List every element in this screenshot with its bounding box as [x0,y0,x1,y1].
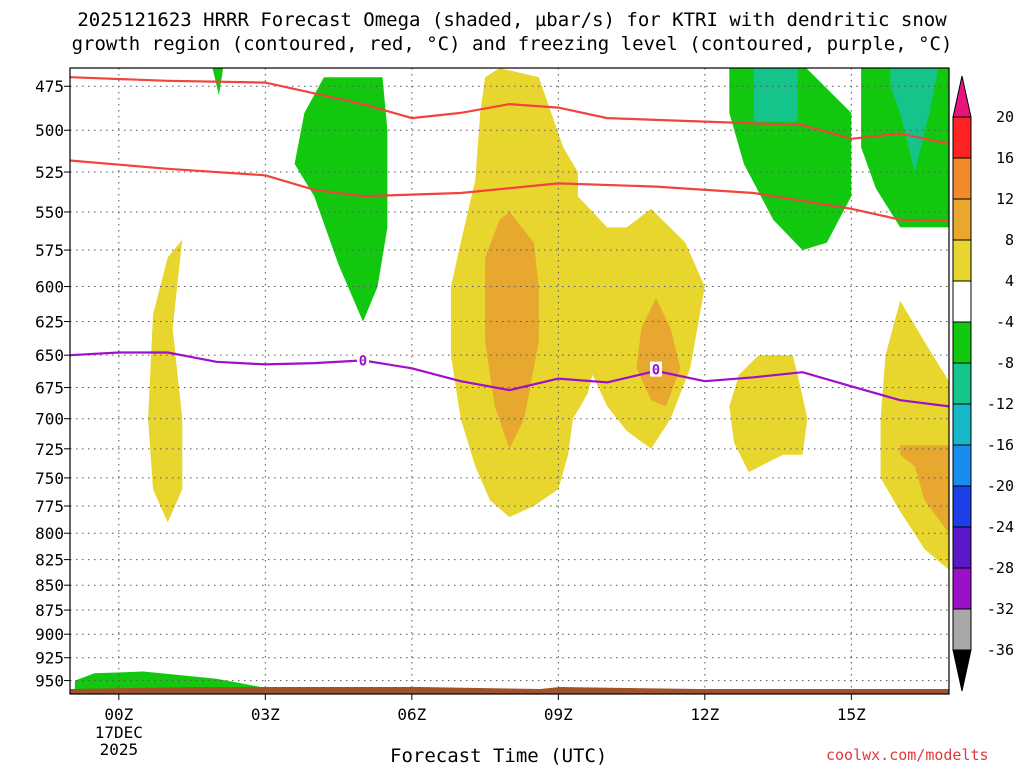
x-tick-label-12: 12Z [690,705,719,724]
colorbar-label-10: -24 [987,518,1014,536]
omega-shading [74,68,949,692]
y-tick-label-850: 850 [35,576,64,595]
colorbar-bin-3 [952,239,972,282]
colorbar-bin-5 [952,321,972,364]
y-tick-label-625: 625 [35,313,64,332]
colorbar-label-4: 4 [1005,272,1014,290]
x-date-label-1: 2025 [100,740,139,759]
colorbar-label-12: -32 [987,600,1014,618]
colorbar-label-13: -36 [987,641,1014,659]
y-tick-label-950: 950 [35,672,64,691]
credit-link[interactable]: coolwx.com/modelts [826,746,989,764]
x-axis-label: Forecast Time (UTC) [390,745,608,767]
dgz-top-contour [70,76,949,145]
y-tick-label-575: 575 [35,241,64,260]
x-tick-label-0: 00Z [104,705,133,724]
colorbar-label-2: 12 [996,190,1014,208]
colorbar-label-3: 8 [1005,231,1014,249]
colorbar-label-5: -4 [996,313,1014,331]
colorbar-bin-0 [952,116,972,159]
grid-lines [70,68,949,694]
colorbar-bin-10 [952,526,972,569]
y-tick-label-700: 700 [35,410,64,429]
y-tick-label-650: 650 [35,346,64,365]
y-tick-label-925: 925 [35,649,64,668]
omega-region-4 [485,211,539,449]
colorbar-bin-7 [952,403,972,446]
y-tick-label-475: 475 [35,77,64,96]
terrain-strip [70,687,949,694]
colorbar-top-arrow [952,75,972,118]
colorbar-bin-6 [952,362,972,405]
colorbar-bin-1 [952,157,972,200]
contour-lines: 00 [70,76,949,408]
colorbar-label-9: -20 [987,477,1014,495]
omega-region-0 [148,239,183,523]
freezing-level-contour [70,351,949,408]
y-tick-label-775: 775 [35,497,64,516]
chart-title-line1: 2025121623 HRRR Forecast Omega (shaded, … [77,9,947,31]
y-tick-label-825: 825 [35,551,64,570]
x-tick-label-3: 03Z [251,705,280,724]
omega-region-13 [74,671,266,692]
y-tick-label-900: 900 [35,625,64,644]
y-tick-label-550: 550 [35,203,64,222]
colorbar-bin-9 [952,485,972,528]
colorbar-label-11: -28 [987,559,1014,577]
x-tick-label-6: 06Z [397,705,426,724]
freezing-label-bg-0 [357,352,369,368]
colorbar: 20 16 12 8 4 -4 -8 -12 -16 -20 -24 -28 -32 -36 [952,75,1014,692]
omega-region-12 [900,445,949,534]
y-tick-label-500: 500 [35,121,64,140]
omega-region-2 [294,77,388,322]
colorbar-bottom-arrow [952,649,972,692]
colorbar-bin-8 [952,444,972,487]
omega-region-5 [636,297,681,407]
x-tick-label-9: 09Z [544,705,573,724]
plot-frame [69,67,950,695]
colorbar-label-6: -8 [996,354,1014,372]
x-date-label-0: 17DEC [95,723,143,742]
y-tick-label-875: 875 [35,601,64,620]
omega-region-9 [890,68,939,173]
omega-region-10 [729,355,808,473]
dgz-bottom-contour [70,159,949,223]
y-tick-label-800: 800 [35,524,64,543]
colorbar-bin-2 [952,198,972,241]
colorbar-bin-12 [952,608,972,651]
chart-title-line2: growth region (contoured, red, °C) and f… [71,33,953,55]
terrain-fill [70,687,949,694]
y-tick-label-675: 675 [35,379,64,398]
colorbar-bin-4 [952,280,972,323]
colorbar-label-1: 16 [996,149,1014,167]
x-tick-label-15: 15Z [837,705,866,724]
y-tick-label-525: 525 [35,163,64,182]
omega-region-7 [753,68,798,122]
freezing-level-label-0: 0 [359,353,367,369]
colorbar-label-7: -12 [987,395,1014,413]
y-tick-label-750: 750 [35,469,64,488]
freezing-level-label-1: 0 [652,363,660,379]
freezing-label-bg-1 [650,361,662,377]
y-axis: 475 500 525 550 575 600 625 650 675 700 725 750 775 8… [35,77,70,691]
y-tick-label-725: 725 [35,440,64,459]
colorbar-label-0: 20 [996,108,1014,126]
colorbar-label-8: -16 [987,436,1014,454]
colorbar-bin-11 [952,567,972,610]
y-tick-label-600: 600 [35,278,64,297]
